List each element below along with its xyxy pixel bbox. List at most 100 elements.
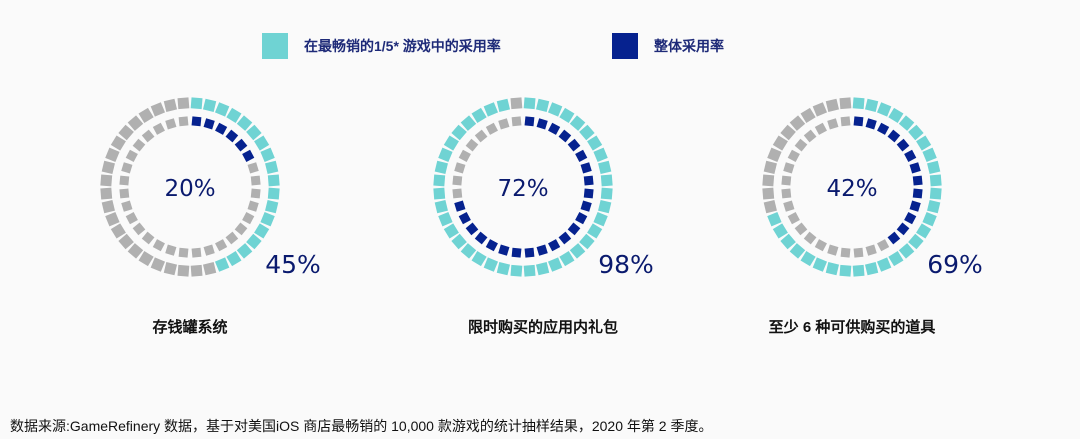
outer-segment (600, 187, 613, 200)
inner-segment (803, 129, 817, 143)
inner-segment (840, 247, 851, 258)
inner-segment (567, 138, 581, 152)
inner-segment (119, 188, 130, 199)
inner-segment (583, 175, 594, 186)
inner-segment (165, 118, 177, 130)
outer-segment (202, 98, 217, 112)
inner-segment (474, 231, 488, 245)
outer-segment (864, 262, 879, 276)
inner-segment (452, 175, 463, 186)
outer-segment (433, 174, 446, 187)
outer-segment (471, 107, 487, 123)
outer-segment (767, 147, 782, 163)
outer-segment (214, 102, 230, 117)
outer-segment (190, 264, 203, 277)
inner-segment (794, 222, 808, 236)
inner-segment (125, 149, 138, 162)
outer-segment (762, 174, 775, 187)
outer-segment (864, 98, 879, 112)
inner-segment (152, 122, 165, 135)
outer-segment (523, 264, 536, 277)
outer-segment (772, 135, 788, 151)
outer-segment (898, 115, 915, 131)
outer-segment (163, 98, 178, 112)
inner-segment (887, 231, 901, 245)
legend-item-top-fifth: 在最畅销的1/5* 游戏中的采用率 (262, 33, 501, 59)
inner-segment (548, 239, 561, 252)
outer-segment (434, 199, 448, 214)
outer-segment (138, 251, 154, 267)
outer-segment (922, 147, 937, 163)
inner-segment (452, 188, 463, 199)
category-label: 存钱罐系统 (152, 319, 228, 336)
outer-segment (547, 257, 563, 272)
outer-segment (579, 124, 595, 141)
inner-segment (225, 129, 239, 143)
legend-item-overall: 整体采用率 (612, 33, 724, 59)
inner-segment (141, 129, 155, 143)
outer-segment (908, 233, 924, 250)
outer-segment (226, 251, 242, 267)
outer-segment (483, 257, 499, 272)
top-fifth-value-label: 98% (598, 250, 654, 279)
outer-segment (451, 233, 467, 250)
inner-segment (454, 162, 466, 174)
inner-segment (465, 222, 479, 236)
outer-segment (100, 187, 113, 200)
outer-segment (922, 211, 937, 227)
outer-segment (438, 211, 453, 227)
outer-segment (876, 102, 892, 117)
outer-segment (789, 243, 806, 259)
outer-segment (260, 211, 275, 227)
outer-segment (127, 243, 144, 259)
outer-segment (438, 147, 453, 163)
outer-segment (433, 187, 446, 200)
outer-segment (214, 257, 230, 272)
outer-segment (927, 160, 941, 175)
inner-segment (152, 239, 165, 252)
outer-segment (246, 233, 262, 250)
legend-label: 整体采用率 (654, 38, 724, 54)
outer-segment (587, 223, 603, 239)
outer-segment (236, 243, 253, 259)
inner-segment (865, 118, 877, 130)
outer-segment (177, 97, 190, 110)
outer-segment (138, 107, 154, 123)
outer-segment (852, 264, 865, 277)
outer-segment (569, 115, 586, 131)
outer-segment (598, 199, 612, 214)
outer-segment (888, 251, 904, 267)
inner-segment (853, 116, 864, 127)
outer-segment (118, 233, 134, 250)
inner-segment (840, 116, 851, 127)
outer-segment (929, 174, 942, 187)
inner-segment (558, 231, 572, 245)
inner-segment (787, 149, 800, 162)
outer-segment (236, 115, 253, 131)
inner-segment (132, 138, 146, 152)
outer-segment (535, 98, 550, 112)
outer-segment (496, 262, 511, 276)
category-label: 限时购买的应用内礼包 (467, 319, 618, 336)
inner-segment (827, 118, 839, 130)
outer-segment (876, 257, 892, 272)
inner-segment (121, 162, 133, 174)
outer-segment (254, 135, 270, 151)
outer-segment (593, 211, 608, 227)
outer-segment (443, 135, 459, 151)
outer-segment (496, 98, 511, 112)
outer-segment (908, 124, 924, 141)
inner-segment (203, 244, 215, 256)
outer-segment (110, 135, 126, 151)
inner-segment (225, 231, 239, 245)
outer-segment (800, 251, 816, 267)
inner-segment (904, 212, 917, 225)
inner-segment (912, 175, 923, 186)
inner-segment (191, 247, 202, 258)
outer-segment (535, 262, 550, 276)
outer-segment (780, 233, 796, 250)
outer-segment (267, 174, 280, 187)
outer-segment (927, 199, 941, 214)
inner-segment (896, 138, 910, 152)
